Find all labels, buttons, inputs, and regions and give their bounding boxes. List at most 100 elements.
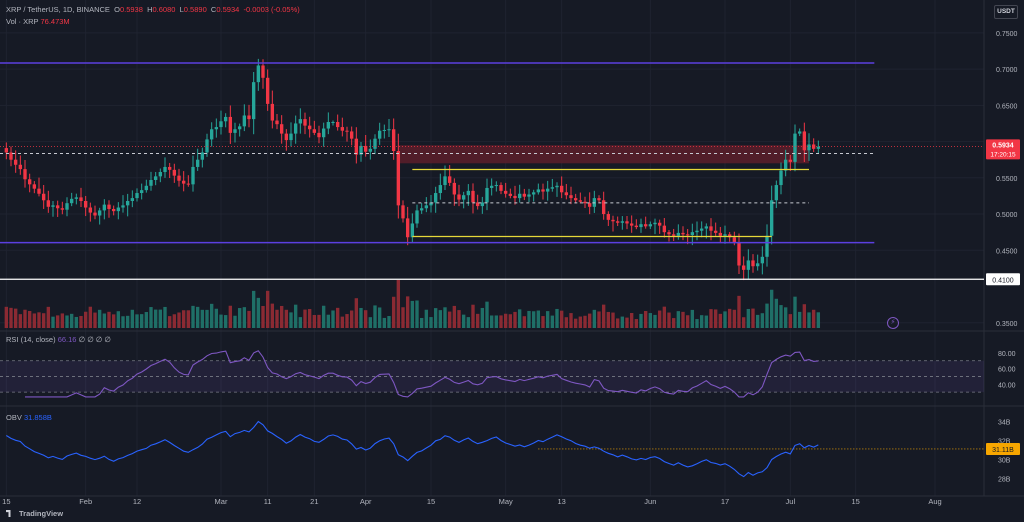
volume-bar	[681, 311, 685, 328]
candle	[69, 198, 74, 204]
candle	[116, 207, 121, 212]
candle	[657, 222, 662, 226]
volume-bar	[32, 313, 37, 328]
volume-bar	[401, 307, 405, 328]
rsi-header[interactable]: RSI (14, close) 66.16 ∅ ∅ ∅ ∅	[6, 335, 111, 344]
candle	[597, 198, 601, 201]
volume-bar	[494, 315, 499, 328]
volume-bar	[634, 319, 639, 328]
volume-bar	[508, 314, 513, 328]
candle	[223, 116, 228, 122]
candle	[181, 180, 186, 184]
candle	[172, 169, 177, 176]
current-price-label: 0.5934	[992, 142, 1014, 149]
volume-bar	[564, 317, 569, 328]
candle	[774, 185, 779, 201]
lightning-icon[interactable]: ⚡	[887, 317, 899, 329]
volume-bar	[223, 315, 228, 328]
volume-bar	[181, 310, 186, 328]
volume-bar	[391, 296, 396, 328]
volume-bar	[265, 290, 270, 328]
candle	[615, 221, 620, 223]
volume-bar	[751, 308, 755, 328]
volume-bar	[275, 309, 279, 328]
volume-bar	[480, 307, 485, 328]
volume-bar	[424, 309, 429, 328]
candle	[499, 185, 503, 191]
volume-bar	[88, 306, 93, 328]
candle	[639, 224, 643, 228]
candle	[741, 265, 746, 270]
tradingview-logo[interactable]: TradingView	[6, 509, 63, 518]
symbol-title[interactable]: XRP / TetherUS, 1D, BINANCE	[6, 5, 110, 14]
obv-header[interactable]: OBV 31.858B	[6, 413, 52, 422]
candle	[513, 195, 517, 199]
price-tick-label: 0.3500	[996, 321, 1018, 328]
candle	[247, 115, 251, 120]
candle	[625, 221, 629, 224]
candle	[51, 205, 55, 207]
volume-bar	[499, 315, 503, 328]
candle	[569, 195, 573, 199]
obv-tick-label: 32B	[998, 439, 1011, 446]
volume-bar	[727, 308, 732, 328]
levels-layer	[0, 62, 984, 280]
candle	[419, 208, 424, 211]
volume-bar	[685, 315, 690, 328]
candle	[135, 193, 139, 199]
volume-bar	[354, 298, 359, 328]
volume-bar	[195, 306, 200, 328]
candle	[149, 179, 153, 186]
volume-bar	[321, 305, 326, 328]
volume-bar	[233, 315, 237, 328]
volume-bar	[741, 317, 746, 328]
candle	[527, 194, 531, 197]
volume-bar	[774, 298, 779, 328]
currency-button[interactable]: USDT	[994, 5, 1018, 19]
time-tick-label: 13	[557, 497, 565, 506]
volume-bar	[387, 316, 391, 328]
volume-bar	[79, 315, 83, 328]
volume-bar	[452, 305, 457, 328]
candle	[517, 193, 522, 199]
volume-bar	[261, 305, 265, 328]
volume-bar	[349, 310, 354, 328]
volume-bar	[802, 304, 807, 328]
volume-label: Vol · XRP	[6, 17, 39, 26]
candle	[74, 197, 79, 199]
volume-bar	[704, 315, 709, 328]
volume-bar	[713, 309, 718, 328]
volume-bar	[331, 310, 335, 328]
volume-bar	[690, 309, 695, 328]
candle	[620, 221, 625, 223]
volume-bar	[643, 311, 648, 328]
volume-bar	[718, 313, 723, 328]
candle	[429, 202, 433, 206]
volume-bar	[662, 306, 667, 328]
volume-bar	[335, 307, 340, 328]
volume-bar	[377, 307, 382, 328]
candle	[676, 232, 681, 236]
candle	[209, 129, 214, 140]
volume-bar	[555, 308, 559, 328]
rsi-tick-label: 80.00	[998, 351, 1016, 358]
volume-bar	[578, 316, 583, 328]
candle	[685, 234, 690, 236]
volume-bar	[779, 305, 783, 328]
current-price-tag	[986, 139, 1020, 160]
volume-bar	[769, 289, 774, 328]
volume-bar	[485, 301, 489, 328]
candle	[769, 200, 774, 236]
volume-bar	[569, 313, 573, 328]
volume-header[interactable]: Vol · XRP 76.473M	[6, 17, 70, 26]
candle	[13, 159, 18, 165]
candle	[737, 242, 741, 266]
candles	[4, 58, 821, 281]
volume-bar	[4, 306, 9, 328]
candle	[368, 148, 373, 152]
change-value: -0.0003 (-0.05%)	[243, 5, 300, 14]
volume-bar	[531, 311, 536, 328]
candle	[601, 200, 606, 215]
volume-bar	[606, 311, 611, 328]
